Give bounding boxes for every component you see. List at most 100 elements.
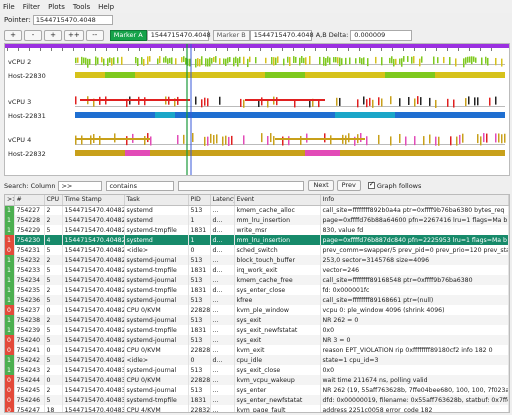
menu-filter[interactable]: Filter — [22, 2, 41, 11]
search-mode-select[interactable]: contains — [106, 180, 175, 191]
table-row[interactable]: 0 754231 5 1544715470.404825 <idle> 0 d... sche… — [5, 245, 509, 255]
table-row[interactable]: 1 754233 5 1544715470.404826 systemd-tmpfile… — [5, 265, 509, 275]
trace-mark — [114, 133, 116, 143]
table-cell: systemd — [124, 215, 189, 225]
column-header[interactable]: Task — [124, 195, 189, 206]
table-cell: 0 — [5, 405, 15, 412]
column-header[interactable]: Info — [320, 195, 509, 206]
table-cell: d... — [210, 235, 235, 245]
trace-mark — [487, 57, 489, 66]
table-cell: d... — [210, 225, 235, 235]
table-cell: ... — [210, 325, 235, 335]
table-row[interactable]: 1 754239 5 1544715470.404828 systemd-tmpfile… — [5, 325, 509, 335]
table-cell: 5 — [44, 225, 63, 235]
table-cell: ... — [210, 305, 235, 315]
table-row[interactable]: 1 754235 2 1544715470.404826 systemd-tmpfile… — [5, 285, 509, 295]
zoom-max-button[interactable]: ++ — [64, 29, 84, 41]
table-cell: page=0xffffd76b88a64600 pfn=2267416 lru=… — [320, 215, 509, 225]
table-row[interactable]: 0 754240 5 1544715470.404828 systemd-journal… — [5, 335, 509, 345]
table-cell: 754243 — [14, 365, 45, 375]
table-row[interactable]: 0 754247 18 1544715470.404832 CPU 4/KVM 22832… — [5, 405, 509, 412]
trace-mark — [204, 97, 206, 106]
graph-follows-checkbox[interactable] — [367, 180, 375, 189]
column-header[interactable]: Time Stamp — [62, 195, 125, 206]
table-cell: 0 — [44, 375, 63, 385]
search-input[interactable] — [178, 180, 305, 191]
table-row[interactable]: 1 754238 2 1544715470.404827 systemd-journal… — [5, 315, 509, 325]
table-row[interactable]: 1 754230 4 1544715470.404824 systemd 1 d... mm_… — [5, 235, 509, 245]
table-row[interactable]: 1 754236 5 1544715470.404827 systemd-journal… — [5, 295, 509, 305]
zoom-min-button[interactable]: -- — [85, 29, 104, 41]
table-cell: 1544715470.404827 — [62, 295, 125, 305]
trace-mark — [325, 58, 327, 66]
next-button[interactable]: Next — [308, 180, 334, 191]
timeline-tick — [491, 48, 492, 51]
trace-mark — [501, 58, 503, 67]
table-row[interactable]: 0 754237 0 1544715470.404827 CPU 0/KVM 22828.… — [5, 305, 509, 315]
marker-a-button[interactable]: Marker A — [109, 29, 147, 41]
timeline-tick — [304, 48, 305, 51]
trace-mark — [467, 56, 469, 63]
scroll-forward-button[interactable]: + — [44, 29, 62, 41]
menu-help[interactable]: Help — [98, 2, 115, 11]
table-cell: page=0xffffd76b887dc840 pfn=2225953 lru=… — [320, 235, 509, 245]
timeline-tick — [480, 48, 481, 51]
trace-graph-canvas[interactable]: vCPU 2 Host-22830 vCPU 3 Host-22831 vCPU 4 Ho… — [5, 44, 510, 176]
trace-mark — [295, 56, 297, 63]
timeline-tick — [18, 48, 19, 51]
column-header[interactable]: # — [14, 195, 45, 206]
timeline-tick — [238, 48, 239, 51]
column-header[interactable]: >> — [5, 195, 15, 206]
table-row[interactable]: 1 754232 2 1544715470.404825 systemd-journal… — [5, 255, 509, 265]
trace-mark — [378, 97, 380, 106]
column-header[interactable]: PID — [188, 195, 211, 206]
table-row[interactable]: 1 754243 2 1544715470.404830 systemd-journal… — [5, 365, 509, 375]
timeline-tick — [436, 48, 437, 51]
table-row[interactable]: 0 754245 2 1544715470.404830 systemd-journal… — [5, 385, 509, 395]
table-cell: 1831 — [188, 325, 211, 335]
trace-mark — [504, 133, 506, 143]
trace-mark — [75, 57, 77, 64]
timeline-tick — [249, 48, 250, 51]
menu-plots[interactable]: Plots — [48, 2, 65, 11]
table-cell: systemd-tmpfile — [124, 225, 189, 235]
trace-graph[interactable]: vCPU 2 Host-22830 vCPU 3 Host-22831 vCPU 4 Ho… — [4, 43, 510, 176]
table-row[interactable]: 1 754242 5 1544715470.404829 <idle> 0 d... cpu_… — [5, 355, 509, 365]
menu-tools[interactable]: Tools — [72, 2, 91, 11]
table-row[interactable]: 0 754244 0 1544715470.404830 CPU 0/KVM 22828.… — [5, 375, 509, 385]
table-row[interactable]: 1 754227 2 1544715470.404823 systemd 513... km… — [5, 205, 509, 215]
table-cell: 0 — [5, 345, 15, 355]
table-row[interactable]: 1 754228 2 1544715470.404823 systemd 1 d... mm_… — [5, 215, 509, 225]
column-header[interactable]: Latency — [210, 195, 235, 206]
column-header[interactable]: Event — [234, 195, 321, 206]
table-cell: 1 — [5, 325, 15, 335]
trace-mark — [207, 98, 209, 107]
trace-mark — [213, 135, 215, 145]
table-row[interactable]: 0 754246 5 1544715470.404831 systemd-tmpfile… — [5, 395, 509, 405]
trace-mark — [121, 56, 123, 65]
baseline — [75, 106, 505, 107]
table-cell: 0x0 — [320, 325, 509, 335]
timeline-tick — [458, 48, 459, 51]
table-cell: 0 — [188, 355, 211, 365]
zoom-out-button[interactable]: - — [24, 29, 42, 41]
table-row[interactable]: 1 754234 5 1544715470.404826 systemd-journal… — [5, 275, 509, 285]
table-cell: 754229 — [14, 225, 45, 235]
menu-file[interactable]: File — [3, 2, 15, 11]
zoom-in-button[interactable]: + — [4, 29, 22, 41]
table-row[interactable]: 1 754229 5 1544715470.404823 systemd-tmpfile… — [5, 225, 509, 235]
table-cell: vector=246 — [320, 265, 509, 275]
trace-mark — [366, 99, 368, 108]
search-column-select[interactable]: >> — [58, 180, 103, 191]
trace-mark — [243, 135, 245, 145]
trace-mark — [456, 136, 458, 146]
marker-b-button[interactable]: Marker B — [212, 29, 250, 41]
column-header[interactable]: CPU — [44, 195, 63, 206]
prev-button[interactable]: Prev — [336, 180, 361, 191]
table-cell: ... — [210, 295, 235, 305]
table-row[interactable]: 0 754241 0 1544715470.404828 CPU 0/KVM 22828.… — [5, 345, 509, 355]
table-cell: 513 — [188, 365, 211, 375]
table-cell: mm_lru_insertion — [234, 215, 321, 225]
trace-mark — [363, 57, 365, 65]
timeline-tick — [183, 48, 184, 51]
